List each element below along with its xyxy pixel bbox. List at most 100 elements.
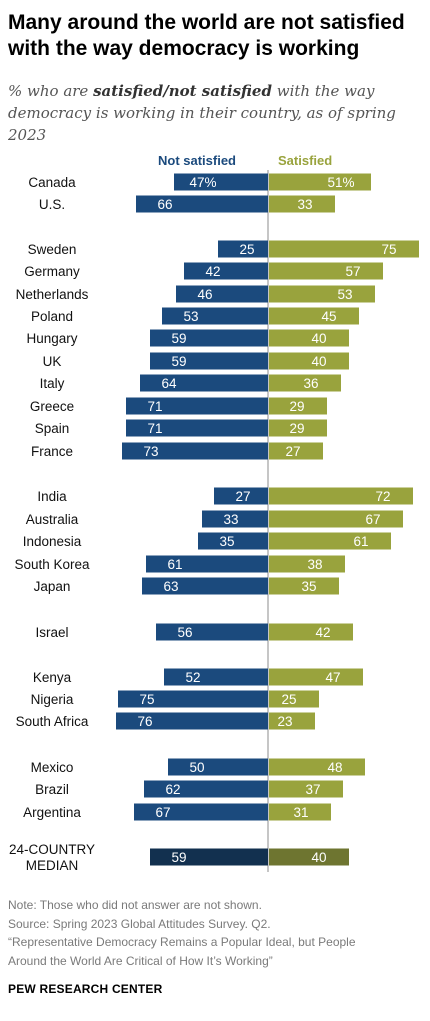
bar-not-satisfied (198, 532, 268, 550)
bar-satisfied (269, 374, 341, 392)
category-label-line: Hungary (26, 331, 77, 346)
bar-not-satisfied (168, 758, 268, 776)
category-label: Greece (30, 399, 74, 414)
bar-not-satisfied (126, 397, 268, 415)
bar-not-satisfied (150, 352, 268, 370)
chart-subtitle: % who are satisfied/not satisfied with t… (8, 80, 428, 146)
category-label: France (31, 444, 73, 459)
category-label-line: Kenya (33, 670, 72, 685)
category-label-line: Israel (35, 625, 68, 640)
value-label-satisfied: 40 (311, 354, 326, 369)
value-label-not-satisfied: 50 (189, 760, 204, 775)
value-label-satisfied: 48 (327, 760, 342, 775)
value-label-satisfied: 61 (353, 534, 368, 549)
category-label: South Africa (16, 714, 89, 729)
value-label-satisfied: 38 (307, 557, 322, 572)
value-label-satisfied: 25 (281, 692, 296, 707)
value-label-not-satisfied: 53 (183, 309, 198, 324)
category-label-line: Nigeria (31, 692, 74, 707)
bar-satisfied (269, 532, 391, 550)
brand-label: PEW RESEARCH CENTER (8, 982, 163, 996)
value-label-not-satisfied: 59 (171, 354, 186, 369)
bar-not-satisfied (174, 173, 268, 191)
category-label-line: UK (43, 354, 62, 369)
bar-satisfied (269, 329, 349, 347)
category-label-line: Italy (40, 376, 65, 391)
bar-satisfied (269, 487, 413, 505)
bar-satisfied (269, 442, 323, 460)
bar-not-satisfied (202, 510, 268, 528)
bar-not-satisfied (156, 623, 268, 641)
bar-satisfied (269, 195, 335, 213)
bar-satisfied (269, 668, 363, 686)
category-label: Australia (26, 512, 79, 527)
category-label-line: Netherlands (16, 287, 89, 302)
bar-satisfied (269, 352, 349, 370)
bar-not-satisfied (150, 848, 268, 866)
bar-satisfied (269, 262, 383, 280)
category-label: Netherlands (16, 287, 89, 302)
category-label-line: Indonesia (23, 534, 82, 549)
value-label-satisfied: 72 (375, 489, 390, 504)
bar-not-satisfied (218, 240, 268, 258)
category-label-line: Argentina (23, 805, 81, 820)
category-label: U.S. (39, 197, 65, 212)
note-line: Note: Those who did not answer are not s… (8, 898, 262, 912)
category-label-line: Poland (31, 309, 73, 324)
value-label-not-satisfied: 27 (235, 489, 250, 504)
bar-not-satisfied (136, 195, 268, 213)
bar-satisfied (269, 577, 339, 595)
category-label: Germany (24, 264, 80, 279)
value-label-satisfied: 27 (285, 444, 300, 459)
value-label-satisfied: 35 (301, 579, 316, 594)
category-label-line: Brazil (35, 782, 69, 797)
value-label-not-satisfied: 62 (165, 782, 180, 797)
value-label-not-satisfied: 63 (163, 579, 178, 594)
value-label-satisfied: 45 (321, 309, 336, 324)
category-label: India (37, 489, 67, 504)
bar-not-satisfied (118, 690, 268, 708)
notes-block: Note: Those who did not answer are not s… (8, 896, 428, 970)
value-label-not-satisfied: 25 (239, 242, 254, 257)
bar-satisfied (269, 690, 319, 708)
bar-not-satisfied (122, 442, 268, 460)
category-label: Spain (35, 421, 70, 436)
bar-not-satisfied (184, 262, 268, 280)
category-label-line: Japan (34, 579, 71, 594)
value-label-satisfied: 31 (293, 805, 308, 820)
bar-satisfied (269, 510, 403, 528)
category-label-line: Sweden (28, 242, 77, 257)
value-label-not-satisfied: 71 (147, 421, 162, 436)
category-label-line: Greece (30, 399, 74, 414)
category-label-line: U.S. (39, 197, 65, 212)
value-label-not-satisfied: 61 (167, 557, 182, 572)
bar-not-satisfied (162, 307, 268, 325)
value-label-satisfied: 53 (337, 287, 352, 302)
category-label-line: Germany (24, 264, 80, 279)
category-label: Sweden (28, 242, 77, 257)
category-label-line: France (31, 444, 73, 459)
value-label-not-satisfied: 33 (223, 512, 238, 527)
value-label-satisfied: 29 (289, 421, 304, 436)
value-label-satisfied: 67 (365, 512, 380, 527)
category-label-line: Australia (26, 512, 79, 527)
bar-not-satisfied (142, 577, 268, 595)
bar-not-satisfied (164, 668, 268, 686)
category-label: Kenya (33, 670, 72, 685)
value-label-not-satisfied: 46 (197, 287, 212, 302)
bar-satisfied (269, 307, 359, 325)
value-label-not-satisfied: 76 (137, 714, 152, 729)
value-label-satisfied: 42 (315, 625, 330, 640)
value-label-not-satisfied: 56 (177, 625, 192, 640)
value-label-not-satisfied: 67 (155, 805, 170, 820)
bar-satisfied (269, 712, 315, 730)
bar-satisfied (269, 173, 371, 191)
bar-not-satisfied (214, 487, 268, 505)
category-label-line: South Korea (14, 557, 90, 572)
category-label-line: 24-COUNTRY (9, 842, 95, 857)
value-label-not-satisfied: 75 (139, 692, 154, 707)
category-label-line: Spain (35, 421, 70, 436)
value-label-satisfied: 33 (297, 197, 312, 212)
subtitle-emphasis: satisfied/not satisfied (93, 82, 272, 100)
value-label-not-satisfied: 42 (205, 264, 220, 279)
